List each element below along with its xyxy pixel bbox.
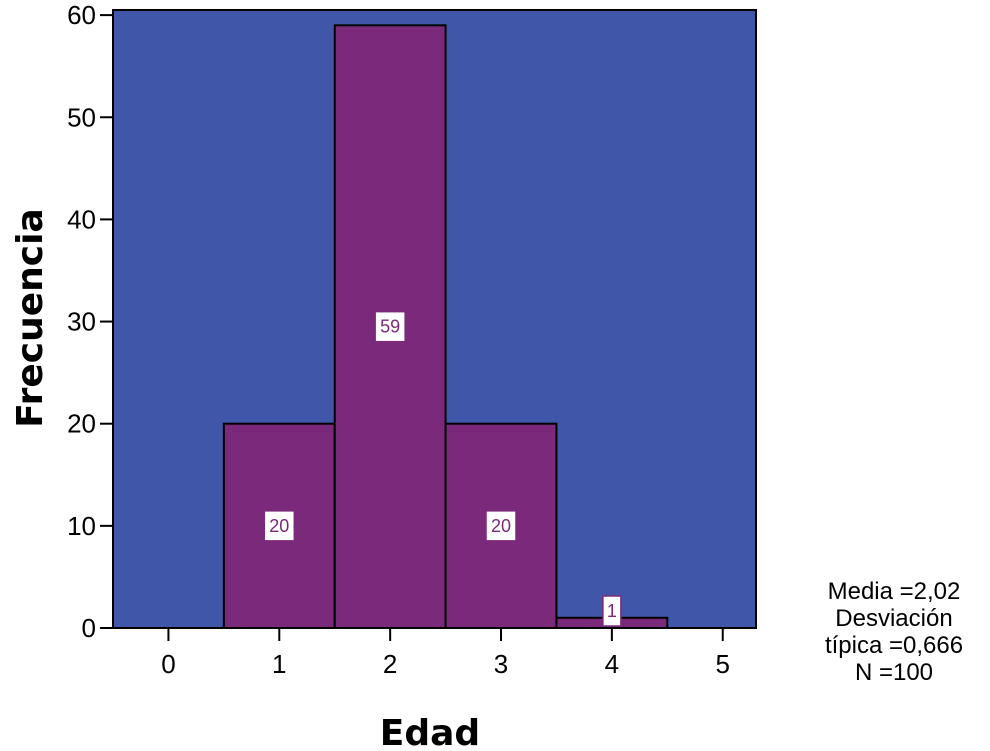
bar-label-box-3 [485,510,517,542]
bar-value-label-2: 59 [380,317,400,337]
y-tick-label: 0 [82,613,96,643]
stat-desviacion-line2: típica =0,666 [824,632,964,659]
y-tick-label: 10 [67,511,96,541]
bar-value-label-3: 20 [491,516,511,536]
bar-label-box-2 [374,310,406,343]
bar-label-box-4 [602,595,622,627]
x-axis-title: Edad [380,713,480,751]
x-tick-label: 4 [605,649,619,679]
y-tick-label: 60 [67,0,96,30]
x-tick-label: 3 [494,649,508,679]
y-axis-title: Frecuencia [10,208,51,427]
statistics-box: Media =2,02 Desviación típica =0,666 N =… [800,578,988,686]
x-tick-label: 5 [716,649,730,679]
bar-value-label-4: 1 [607,601,617,621]
x-tick-label: 2 [383,649,397,679]
x-tick-label: 1 [272,649,286,679]
bar-value-label-1: 20 [269,516,289,536]
y-tick-label: 20 [67,409,96,439]
stat-media: Media =2,02 [827,578,961,605]
stat-n: N =100 [854,659,934,686]
y-tick-label: 50 [67,102,96,132]
y-tick-label: 40 [67,204,96,234]
x-tick-label: 0 [161,649,175,679]
y-tick-label: 30 [67,307,96,337]
bar-label-box-1 [263,510,296,542]
stat-desviacion-line1: Desviación [835,605,953,632]
